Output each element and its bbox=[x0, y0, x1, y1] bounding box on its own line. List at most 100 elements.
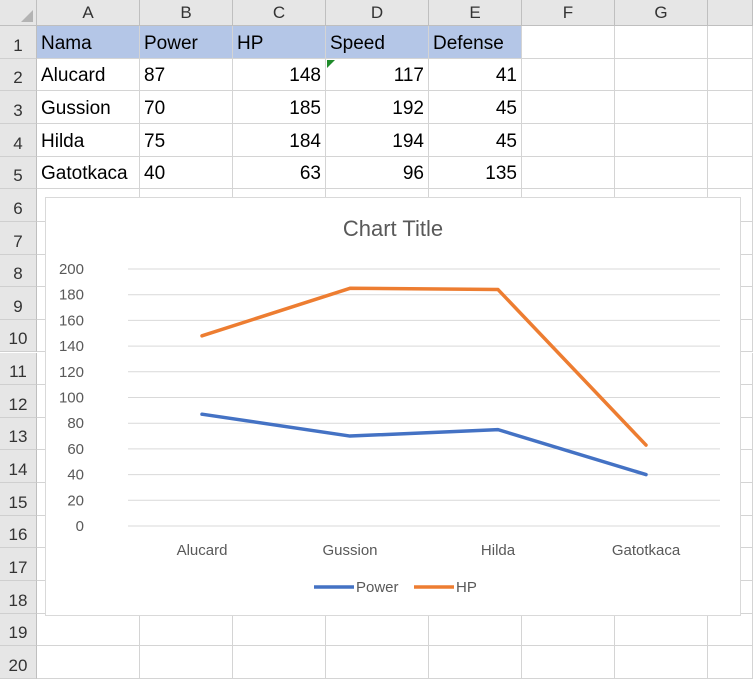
data-cell[interactable]: Gatotkaca bbox=[37, 156, 140, 190]
header-cell[interactable]: Power bbox=[140, 26, 233, 59]
data-cell[interactable]: 45 bbox=[429, 91, 522, 124]
data-point[interactable] bbox=[644, 473, 648, 477]
cell[interactable] bbox=[615, 156, 708, 190]
row-header-12[interactable]: 12 bbox=[0, 385, 37, 418]
data-cell[interactable]: 75 bbox=[140, 123, 233, 157]
y-tick-label: 120 bbox=[59, 364, 84, 381]
cell[interactable] bbox=[429, 646, 522, 679]
data-cell[interactable]: Hilda bbox=[37, 123, 140, 157]
data-cell[interactable]: 87 bbox=[140, 58, 233, 92]
cell[interactable] bbox=[37, 646, 140, 679]
data-cell[interactable]: 70 bbox=[140, 91, 233, 124]
column-header-partial[interactable] bbox=[708, 0, 753, 26]
row-header-15[interactable]: 15 bbox=[0, 483, 37, 516]
cell[interactable] bbox=[615, 58, 708, 92]
row-header-11[interactable]: 11 bbox=[0, 352, 37, 386]
cell[interactable] bbox=[708, 156, 753, 190]
cell[interactable] bbox=[708, 58, 753, 92]
header-cell[interactable]: HP bbox=[233, 26, 326, 59]
cell[interactable] bbox=[429, 613, 522, 647]
cell[interactable] bbox=[522, 646, 615, 679]
row-header-5[interactable]: 5 bbox=[0, 156, 37, 190]
data-cell[interactable]: 41 bbox=[429, 58, 522, 92]
data-point[interactable] bbox=[200, 412, 204, 416]
row-header-20[interactable]: 20 bbox=[0, 646, 37, 679]
data-point[interactable] bbox=[644, 443, 648, 447]
data-cell[interactable]: 96 bbox=[326, 156, 429, 190]
cell[interactable] bbox=[708, 613, 753, 647]
column-header-d[interactable]: D bbox=[326, 0, 429, 26]
data-cell[interactable]: 194 bbox=[326, 123, 429, 157]
cell[interactable] bbox=[522, 613, 615, 647]
row-header-3[interactable]: 3 bbox=[0, 91, 37, 124]
data-cell[interactable]: Gussion bbox=[37, 91, 140, 124]
data-point[interactable] bbox=[496, 428, 500, 432]
data-cell[interactable]: 45 bbox=[429, 123, 522, 157]
row-header-19[interactable]: 19 bbox=[0, 613, 37, 647]
column-header-c[interactable]: C bbox=[233, 0, 326, 26]
cell[interactable] bbox=[233, 646, 326, 679]
line-chart[interactable]: Chart Title 0 20 40 60 80 100 120 140 160 180 200 A… bbox=[45, 197, 741, 616]
row-header-13[interactable]: 13 bbox=[0, 417, 37, 451]
row-header-9[interactable]: 9 bbox=[0, 287, 37, 320]
series-line-power[interactable] bbox=[200, 412, 648, 477]
column-header-a[interactable]: A bbox=[37, 0, 140, 26]
row-header-7[interactable]: 7 bbox=[0, 221, 37, 255]
data-cell[interactable]: 135 bbox=[429, 156, 522, 190]
cell[interactable] bbox=[522, 91, 615, 124]
column-header-g[interactable]: G bbox=[615, 0, 708, 26]
row-header-14[interactable]: 14 bbox=[0, 450, 37, 484]
row-header-1[interactable]: 1 bbox=[0, 26, 37, 59]
header-cell[interactable]: Nama bbox=[37, 26, 140, 59]
cell[interactable] bbox=[615, 123, 708, 157]
row-header-4[interactable]: 4 bbox=[0, 123, 37, 157]
data-cell[interactable]: 184 bbox=[233, 123, 326, 157]
cell[interactable] bbox=[326, 613, 429, 647]
data-point[interactable] bbox=[496, 288, 500, 292]
cell[interactable] bbox=[140, 646, 233, 679]
cell[interactable] bbox=[522, 156, 615, 190]
cell[interactable] bbox=[326, 646, 429, 679]
cell[interactable] bbox=[615, 613, 708, 647]
cell[interactable] bbox=[140, 613, 233, 647]
cell[interactable] bbox=[522, 26, 615, 59]
row-header-17[interactable]: 17 bbox=[0, 548, 37, 582]
cell[interactable] bbox=[522, 123, 615, 157]
data-cell[interactable]: Alucard bbox=[37, 58, 140, 92]
data-cell[interactable]: 63 bbox=[233, 156, 326, 190]
cell[interactable] bbox=[708, 646, 753, 679]
data-cell[interactable]: 117 bbox=[326, 58, 429, 92]
row-header-10[interactable]: 10 bbox=[0, 319, 37, 353]
select-all-corner[interactable] bbox=[0, 0, 37, 26]
data-point[interactable] bbox=[348, 434, 352, 438]
y-tick-label: 160 bbox=[59, 312, 84, 329]
data-cell[interactable]: 148 bbox=[233, 58, 326, 92]
row-header-6[interactable]: 6 bbox=[0, 189, 37, 222]
cell[interactable] bbox=[615, 646, 708, 679]
row-header-18[interactable]: 18 bbox=[0, 581, 37, 614]
cell[interactable] bbox=[708, 123, 753, 157]
data-cell[interactable]: 185 bbox=[233, 91, 326, 124]
column-header-f[interactable]: F bbox=[522, 0, 615, 26]
cell[interactable] bbox=[708, 26, 753, 59]
cell[interactable] bbox=[37, 613, 140, 647]
cell[interactable] bbox=[615, 26, 708, 59]
cell[interactable] bbox=[233, 613, 326, 647]
cell[interactable] bbox=[522, 58, 615, 92]
row-header-2[interactable]: 2 bbox=[0, 58, 37, 92]
header-cell[interactable]: Defense bbox=[429, 26, 522, 59]
header-cell[interactable]: Speed bbox=[326, 26, 429, 59]
data-cell[interactable]: 40 bbox=[140, 156, 233, 190]
chart-title[interactable]: Chart Title bbox=[342, 216, 444, 241]
data-point[interactable] bbox=[200, 334, 204, 338]
series-line-hp[interactable] bbox=[200, 286, 648, 447]
column-header-b[interactable]: B bbox=[140, 0, 233, 26]
row-header-8[interactable]: 8 bbox=[0, 254, 37, 288]
data-point[interactable] bbox=[348, 286, 352, 290]
cell[interactable] bbox=[708, 91, 753, 124]
row-header-16[interactable]: 16 bbox=[0, 515, 37, 549]
column-header-e[interactable]: E bbox=[429, 0, 522, 26]
comment-indicator-icon[interactable] bbox=[327, 59, 335, 68]
cell[interactable] bbox=[615, 91, 708, 124]
data-cell[interactable]: 192 bbox=[326, 91, 429, 124]
